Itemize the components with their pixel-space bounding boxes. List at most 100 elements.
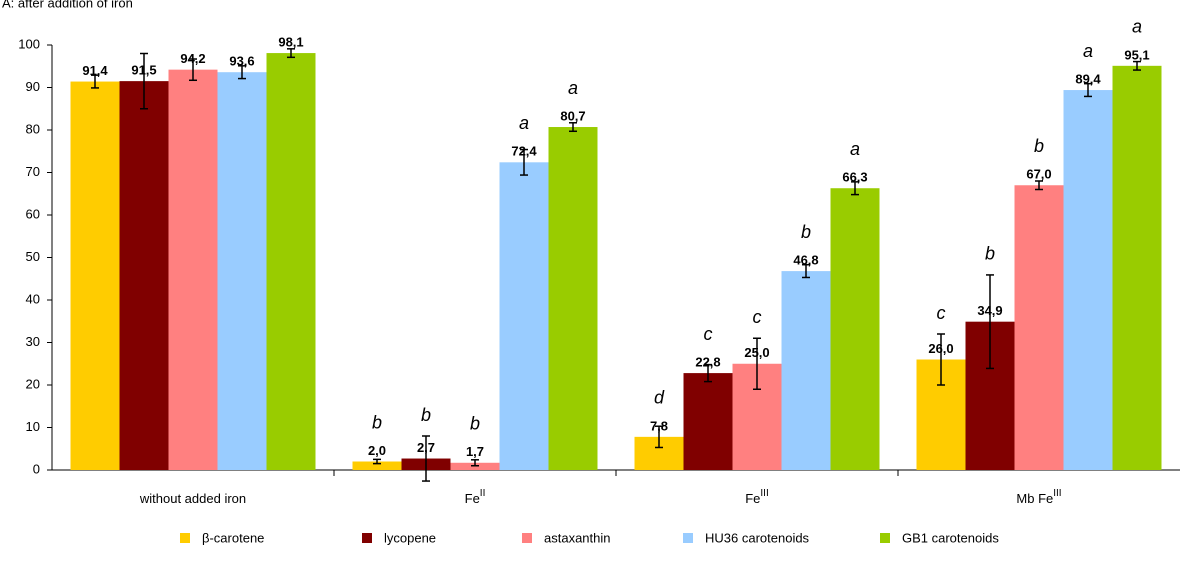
significance-letter: a xyxy=(568,78,578,98)
y-tick-label: 20 xyxy=(26,376,40,391)
error-bar xyxy=(189,58,197,82)
error-bar xyxy=(1084,82,1092,98)
y-tick-label: 0 xyxy=(33,461,40,476)
value-label: 26,0 xyxy=(928,341,953,356)
y-tick-label: 50 xyxy=(26,249,40,264)
significance-letter: b xyxy=(421,405,431,425)
value-label: 89,4 xyxy=(1075,71,1101,86)
error-bar xyxy=(1133,60,1141,71)
x-tick-label: without added iron xyxy=(139,491,246,506)
bar xyxy=(1014,185,1064,470)
error-bar xyxy=(655,425,663,449)
significance-letter: a xyxy=(519,113,529,133)
category-name: Fe xyxy=(745,491,760,506)
category-superscript: III xyxy=(1053,488,1061,499)
value-label: 34,9 xyxy=(977,303,1002,318)
y-tick-label: 40 xyxy=(26,291,40,306)
value-label: 95,1 xyxy=(1124,47,1149,62)
value-label: 46,8 xyxy=(793,253,818,268)
y-tick-label: 10 xyxy=(26,419,40,434)
value-label: 2,0 xyxy=(368,443,386,458)
error-bar xyxy=(569,122,577,133)
value-label: 94,2 xyxy=(180,51,205,66)
bar xyxy=(352,461,402,470)
bar xyxy=(548,127,598,471)
value-label: 67,0 xyxy=(1026,167,1051,182)
x-tick-label: FeII xyxy=(465,488,486,507)
bar xyxy=(168,69,218,471)
value-label: 66,3 xyxy=(842,170,867,185)
bar xyxy=(683,373,733,470)
error-bar xyxy=(140,52,148,110)
significance-letter: b xyxy=(801,222,811,242)
error-bar xyxy=(851,181,859,196)
category-superscript: II xyxy=(480,488,486,499)
bar xyxy=(781,271,831,470)
legend-label: astaxanthin xyxy=(544,530,611,545)
value-label: 80,7 xyxy=(560,108,585,123)
significance-letter: b xyxy=(372,412,382,432)
error-bar xyxy=(373,458,381,465)
error-bar xyxy=(704,363,712,383)
value-label: 98,1 xyxy=(278,35,303,50)
y-tick-label: 80 xyxy=(26,121,40,136)
significance-letter: d xyxy=(654,388,665,408)
category-name: without added iron xyxy=(139,491,246,506)
y-tick-label: 70 xyxy=(26,164,40,179)
value-label: 91,4 xyxy=(82,63,108,78)
y-tick-label: 60 xyxy=(26,206,40,221)
error-bar xyxy=(238,65,246,80)
chart-title: A: after addition of iron xyxy=(2,0,133,10)
bar xyxy=(119,81,169,470)
significance-letter: b xyxy=(985,244,995,264)
legend-label: GB1 carotenoids xyxy=(902,530,999,545)
significance-letter: b xyxy=(470,414,480,434)
error-bar xyxy=(422,435,430,482)
y-tick-label: 30 xyxy=(26,334,40,349)
value-label: 7,8 xyxy=(650,418,668,433)
value-label: 72,4 xyxy=(511,144,537,159)
significance-letter: c xyxy=(937,303,946,323)
error-bar xyxy=(937,333,945,386)
legend-label: β-carotene xyxy=(202,530,264,545)
legend-label: HU36 carotenoids xyxy=(705,530,810,545)
bar xyxy=(830,188,880,470)
error-bar xyxy=(287,48,295,59)
legend-swatch xyxy=(683,533,693,543)
value-label: 2,7 xyxy=(417,440,435,455)
error-bar xyxy=(1035,180,1043,191)
value-label: 25,0 xyxy=(744,345,769,360)
significance-letter: c xyxy=(704,324,713,344)
y-tick-label: 100 xyxy=(18,36,40,51)
error-bar xyxy=(91,74,99,89)
bar xyxy=(1063,90,1113,471)
value-label: 93,6 xyxy=(229,54,254,69)
bar xyxy=(499,162,549,471)
y-tick-label: 90 xyxy=(26,79,40,94)
error-bar xyxy=(986,274,994,370)
legend-swatch xyxy=(362,533,372,543)
bar xyxy=(217,72,267,470)
category-name: Mb Fe xyxy=(1016,491,1053,506)
value-label: 22,8 xyxy=(695,355,720,370)
legend-swatch xyxy=(880,533,890,543)
x-tick-label: Mb FeIII xyxy=(1016,488,1061,507)
bar xyxy=(266,53,316,470)
value-label: 1,7 xyxy=(466,444,484,459)
legend-swatch xyxy=(180,533,190,543)
significance-letter: b xyxy=(1034,136,1044,156)
significance-letter: a xyxy=(1132,17,1142,37)
category-superscript: III xyxy=(760,488,768,499)
legend-label: lycopene xyxy=(384,530,436,545)
significance-letter: c xyxy=(753,307,762,327)
value-label: 91,5 xyxy=(131,63,156,78)
significance-letter: a xyxy=(1083,41,1093,61)
error-bar xyxy=(753,337,761,390)
error-bar xyxy=(802,263,810,279)
error-bar xyxy=(471,459,479,467)
significance-letter: a xyxy=(850,139,860,159)
x-tick-label: FeIII xyxy=(745,488,769,507)
legend-swatch xyxy=(522,533,532,543)
bar xyxy=(70,81,120,471)
